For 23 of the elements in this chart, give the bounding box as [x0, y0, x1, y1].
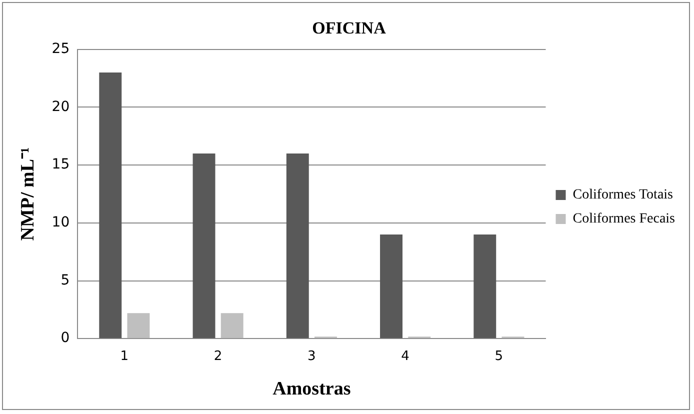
y-tick-label: 20 — [52, 98, 70, 115]
y-axis-title: NMP/ mL⁻¹ — [17, 147, 38, 241]
y-tick-label: 5 — [60, 272, 70, 288]
bar — [127, 313, 150, 338]
x-tick-label: 5 — [494, 348, 504, 364]
bar — [220, 313, 244, 338]
bar — [192, 154, 216, 338]
bar — [474, 234, 496, 338]
chart-title: OFICINA — [312, 18, 387, 38]
y-tick-label: 10 — [52, 214, 70, 231]
x-tick-label: 1 — [120, 348, 129, 364]
x-tick-label: 3 — [308, 348, 316, 364]
x-tick-label: 2 — [214, 348, 222, 364]
y-tick-label: 0 — [60, 330, 70, 346]
bar — [99, 72, 122, 338]
legend-label: Coliformes Totais — [572, 188, 674, 203]
y-tick-label: 25 — [52, 41, 70, 58]
bar — [286, 154, 309, 338]
y-tick-label: 15 — [52, 156, 70, 173]
x-tick-label: 4 — [401, 348, 410, 364]
bar — [380, 234, 402, 338]
legend-label: Coliformes Fecais — [572, 212, 676, 227]
x-axis-title: Amostras — [272, 378, 351, 400]
